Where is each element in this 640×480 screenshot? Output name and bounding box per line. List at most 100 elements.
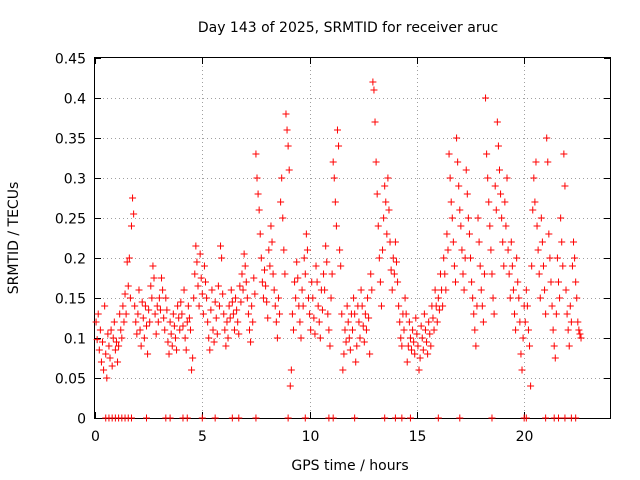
data-point: [488, 414, 496, 422]
data-point: [558, 238, 566, 246]
data-point: [278, 174, 286, 182]
data-point: [232, 294, 240, 302]
data-point: [169, 310, 177, 318]
data-point: [171, 334, 179, 342]
data-point: [198, 290, 206, 298]
data-point: [380, 214, 388, 222]
data-point: [519, 334, 527, 342]
data-point: [449, 238, 457, 246]
x-tick-label: 15: [409, 429, 427, 445]
data-point: [404, 342, 412, 350]
y-tick-label: 0.25: [55, 212, 86, 228]
data-point: [562, 286, 570, 294]
data-point: [284, 142, 292, 150]
data-point: [357, 286, 365, 294]
data-point: [117, 326, 125, 334]
data-point: [165, 350, 173, 358]
data-point: [553, 254, 561, 262]
data-point: [257, 254, 265, 262]
data-point: [366, 350, 374, 358]
data-point: [235, 414, 243, 422]
data-point: [104, 330, 112, 338]
data-point: [560, 150, 568, 158]
data-point: [97, 358, 105, 366]
data-point: [395, 302, 403, 310]
data-point: [544, 158, 552, 166]
data-point: [365, 314, 373, 322]
data-point: [289, 326, 297, 334]
x-tick-labels: 0 5 10 15 20: [91, 429, 533, 445]
data-point: [174, 302, 182, 310]
data-point: [567, 318, 575, 326]
data-point: [103, 374, 111, 382]
data-point: [501, 198, 509, 206]
data-point: [352, 358, 360, 366]
data-point: [318, 306, 326, 314]
data-point: [521, 318, 529, 326]
data-point: [398, 342, 406, 350]
data-point: [240, 250, 248, 258]
data-point: [555, 414, 562, 422]
data-point: [416, 354, 424, 362]
data-point: [292, 294, 300, 302]
data-point: [446, 174, 454, 182]
data-point: [443, 230, 451, 238]
data-point: [136, 326, 144, 334]
data-point: [459, 270, 467, 278]
data-point: [306, 310, 314, 318]
data-point: [291, 278, 299, 286]
data-point: [333, 126, 341, 134]
data-point: [364, 294, 372, 302]
data-point: [543, 134, 551, 142]
data-point: [283, 126, 291, 134]
data-point: [323, 258, 331, 266]
data-point: [389, 254, 397, 262]
data-point: [397, 334, 405, 342]
data-point: [414, 342, 422, 350]
data-point: [183, 318, 191, 326]
data-point: [499, 238, 507, 246]
data-point: [110, 318, 118, 326]
data-point: [361, 310, 369, 318]
data-point: [400, 326, 408, 334]
data-point: [280, 246, 288, 254]
data-point: [345, 334, 353, 342]
data-point: [390, 270, 398, 278]
data-point: [425, 318, 433, 326]
data-point: [144, 350, 152, 358]
data-point: [472, 342, 480, 350]
data-point: [368, 286, 376, 294]
data-point: [526, 342, 534, 350]
data-point: [96, 326, 104, 334]
data-point: [391, 414, 399, 422]
data-point: [132, 318, 140, 326]
data-point: [507, 238, 515, 246]
data-point: [121, 290, 129, 298]
data-point: [484, 174, 492, 182]
data-point: [332, 222, 340, 230]
data-point: [185, 314, 193, 322]
data-point: [566, 302, 574, 310]
data-point: [494, 142, 502, 150]
data-point: [367, 270, 375, 278]
data-point: [387, 266, 395, 274]
data-point: [561, 182, 569, 190]
data-point: [468, 278, 476, 286]
data-point: [412, 314, 420, 322]
data-point: [99, 338, 107, 346]
data-point: [237, 298, 245, 306]
data-point: [208, 286, 216, 294]
data-point: [512, 326, 520, 334]
data-point: [111, 346, 119, 354]
data-point: [150, 274, 158, 282]
data-point: [326, 342, 334, 350]
data-point: [307, 326, 315, 334]
data-point: [439, 302, 447, 310]
data-point: [129, 194, 137, 202]
data-point: [230, 326, 238, 334]
data-point: [383, 230, 391, 238]
data-point: [548, 302, 556, 310]
data-point: [160, 314, 168, 322]
data-point: [346, 346, 354, 354]
